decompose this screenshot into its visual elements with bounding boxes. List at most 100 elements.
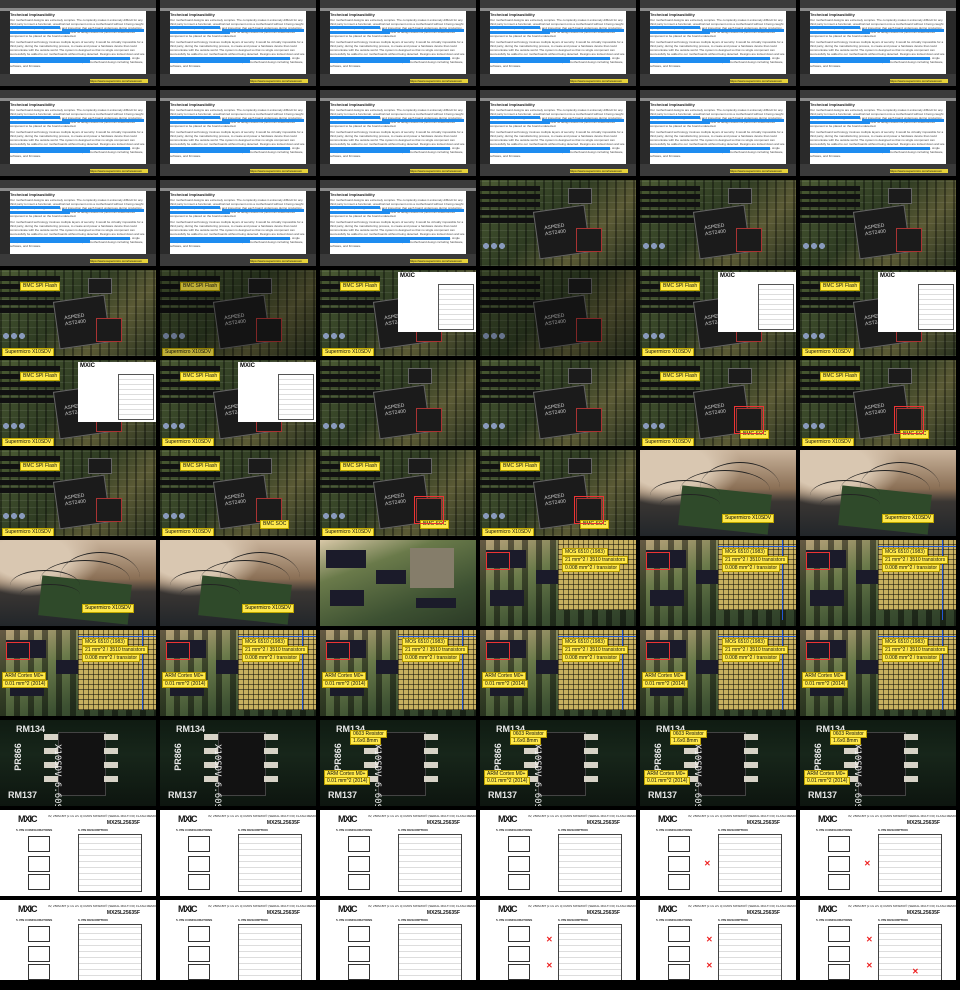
frame-thumbnail[interactable]: MXIC 3V, 256M-BIT [x 1/x 2/x 4] CMOS MXSM… xyxy=(640,810,796,896)
frame-thumbnail[interactable]: ASPEED AST2400 xyxy=(480,270,636,356)
margin-left xyxy=(320,90,330,176)
frame-thumbnail[interactable]: Technical Implausibility Our motherboard … xyxy=(480,90,636,176)
frame-thumbnail[interactable]: MOS 6510 (1983) 21 mm^2 / 3510 transistor… xyxy=(640,540,796,626)
frame-thumbnail[interactable]: Technical Implausibility Our motherboard … xyxy=(160,90,316,176)
frame-thumbnail[interactable]: ASPEED AST2400 xyxy=(800,180,956,266)
frame-thumbnail[interactable]: MXIC 3V, 256M-BIT [x 1/x 2/x 4] CMOS MXSM… xyxy=(640,900,796,980)
bmc-chip xyxy=(256,318,282,342)
frame-thumbnail[interactable]: ASPEED AST2400 xyxy=(480,360,636,446)
frame-thumbnail[interactable]: ASPEED AST2400 xyxy=(640,180,796,266)
highlighted-url: https://www.supermicro.com/newsroom xyxy=(570,169,628,173)
doc-heading: Technical Implausibility xyxy=(330,102,375,107)
vendor-label: Supermicro X10SDV xyxy=(722,514,775,523)
frame-thumbnail[interactable]: Supermicro X10SDV xyxy=(800,450,956,536)
frame-thumbnail[interactable] xyxy=(320,540,476,626)
frame-thumbnail[interactable]: Technical Implausibility Our motherboard … xyxy=(0,180,156,266)
frame-thumbnail[interactable]: Technical Implausibility Our motherboard … xyxy=(320,180,476,266)
frame-thumbnail[interactable]: MOS 6510 (1983) 21 mm^2 / 3510 transistor… xyxy=(480,540,636,626)
mos-label-3: 0.008 mm^2 / transistor xyxy=(562,564,621,572)
frame-thumbnail[interactable]: X10SDV 6.60S RM134 PR866 RM137 0603 Resistor… xyxy=(480,720,636,806)
browser-toolbar xyxy=(160,0,316,8)
margin-right xyxy=(946,90,956,176)
frame-thumbnail[interactable]: Technical Implausibility Our motherboard … xyxy=(160,180,316,266)
frame-thumbnail[interactable]: MOS 6510 (1983) 21 mm^2 / 3510 transistor… xyxy=(640,630,796,716)
mos-label-1: MOS 6510 (1983) xyxy=(722,638,768,646)
dimm-slot xyxy=(480,186,540,191)
pin-table xyxy=(238,924,302,980)
frame-thumbnail[interactable]: ASPEED AST2400 BMC SPI Flash Supermicro X1… xyxy=(320,270,476,356)
frame-thumbnail[interactable]: MXIC 3V, 256M-BIT [x 1/x 2/x 4] CMOS MXSM… xyxy=(480,900,636,980)
frame-thumbnail[interactable]: Technical Implausibility Our motherboard … xyxy=(0,90,156,176)
frame-thumbnail[interactable]: MOS 6510 (1983) 21 mm^2 / 3510 transistor… xyxy=(320,630,476,716)
frame-thumbnail[interactable]: ASPEED AST2400 xyxy=(320,360,476,446)
frame-thumbnail[interactable]: MXIC 3V, 256M-BIT [x 1/x 2/x 4] CMOS MXSM… xyxy=(0,810,156,896)
frame-thumbnail[interactable]: Technical Implausibility Our motherboard … xyxy=(640,0,796,86)
cable xyxy=(220,552,300,603)
text-selection xyxy=(330,60,410,63)
frame-thumbnail[interactable]: MXIC 3V, 256M-BIT [x 1/x 2/x 4] CMOS MXSM… xyxy=(480,810,636,896)
frame-thumbnail[interactable]: ASPEED AST2400 BMC SPI Flash BMC SOC Superm… xyxy=(480,450,636,536)
frame-thumbnail[interactable]: MOS 6510 (1983) 21 mm^2 / 3510 transistor… xyxy=(160,630,316,716)
frame-thumbnail[interactable]: Supermicro X10SDV xyxy=(640,450,796,536)
frame-thumbnail[interactable]: MXIC 3V, 256M-BIT [x 1/x 2/x 4] CMOS MXSM… xyxy=(320,900,476,980)
mos-label-1: MOS 6510 (1983) xyxy=(562,548,608,556)
frame-thumbnail[interactable]: MOS 6510 (1983) 21 mm^2 / 3510 transistor… xyxy=(800,630,956,716)
frame-thumbnail[interactable]: MXIC 3V, 256M-BIT [x 1/x 2/x 4] CMOS MXSM… xyxy=(320,810,476,896)
frame-thumbnail[interactable]: X10SDV 6.60S RM134 PR866 RM137 0603 Resistor… xyxy=(320,720,476,806)
page-footer xyxy=(320,74,476,86)
capacitors xyxy=(642,330,672,342)
package-diagram xyxy=(28,874,50,890)
frame-thumbnail[interactable]: MXIC 3V, 256M-BIT [x 1/x 2/x 4] CMOS MXSM… xyxy=(160,810,316,896)
frame-thumbnail[interactable]: ASPEED AST2400 BMC SPI Flash Supermicro X1… xyxy=(0,270,156,356)
frame-thumbnail[interactable]: MXIC 3V, 256M-BIT [x 1/x 2/x 4] CMOS MXSM… xyxy=(800,900,956,980)
frame-thumbnail[interactable]: ASPEED AST2400 BMC SPI Flash BMC SOC Superm… xyxy=(640,360,796,446)
frame-thumbnail[interactable]: ASPEED AST2400 BMC SPI Flash Supermicro X1… xyxy=(640,270,796,356)
frame-thumbnail[interactable]: Technical Implausibility Our motherboard … xyxy=(320,90,476,176)
dimm-slot xyxy=(640,398,700,403)
datasheet-title: 3V, 256M-BIT [x 1/x 2/x 4] CMOS MXSMIO® … xyxy=(848,814,956,818)
pin-description-heading: 6. PIN DESCRIPTION xyxy=(878,918,908,922)
capacitors xyxy=(322,330,352,342)
frame-thumbnail[interactable]: ASPEED AST2400 BMC SPI Flash Supermicro X1… xyxy=(160,270,316,356)
frame-thumbnail[interactable]: X10SDV 6.60S RM134 PR866 RM137 xyxy=(0,720,156,806)
soc-highlight-box xyxy=(894,406,924,434)
frame-thumbnail[interactable]: ASPEED AST2400 BMC SPI Flash Supermicro X1… xyxy=(800,270,956,356)
frame-thumbnail[interactable]: ASPEED AST2400 xyxy=(480,180,636,266)
die-highlight-box xyxy=(646,642,670,660)
frame-thumbnail[interactable]: X10SDV 6.60S RM134 PR866 RM137 xyxy=(160,720,316,806)
frame-thumbnail[interactable]: Technical Implausibility Our motherboard … xyxy=(160,0,316,86)
frame-thumbnail[interactable]: Supermicro X10SDV xyxy=(0,540,156,626)
frame-thumbnail[interactable]: MOS 6510 (1983) 21 mm^2 / 3510 transistor… xyxy=(800,540,956,626)
frame-thumbnail[interactable]: Technical Implausibility Our motherboard … xyxy=(640,90,796,176)
frame-thumbnail[interactable]: Technical Implausibility Our motherboard … xyxy=(0,0,156,86)
text-selection xyxy=(330,237,450,240)
frame-thumbnail[interactable]: MXIC 3V, 256M-BIT [x 1/x 2/x 4] CMOS MXSM… xyxy=(800,810,956,896)
browser-tabstrip xyxy=(0,188,156,191)
frame-thumbnail[interactable]: Supermicro X10SDV xyxy=(160,540,316,626)
package-diagram xyxy=(28,964,50,980)
frame-thumbnail[interactable]: ASPEED AST2400 BMC SPI Flash Supermicro X1… xyxy=(0,360,156,446)
frame-thumbnail[interactable]: MOS 6510 (1983) 21 mm^2 / 3510 transistor… xyxy=(480,630,636,716)
frame-thumbnail[interactable]: ASPEED AST2400 BMC SPI Flash Supermicro X1… xyxy=(160,360,316,446)
dimm-slot xyxy=(480,366,540,371)
frame-thumbnail[interactable]: ASPEED AST2400 BMC SPI Flash Supermicro X1… xyxy=(0,450,156,536)
frame-thumbnail[interactable]: MXIC 3V, 256M-BIT [x 1/x 2/x 4] CMOS MXSM… xyxy=(160,900,316,980)
dimm-slot xyxy=(640,292,700,297)
frame-thumbnail[interactable]: Technical Implausibility Our motherboard … xyxy=(800,90,956,176)
dimm-slot xyxy=(800,276,860,281)
frame-thumbnail[interactable]: Technical Implausibility Our motherboard … xyxy=(800,0,956,86)
frame-thumbnail[interactable]: Technical Implausibility Our motherboard … xyxy=(480,0,636,86)
frame-thumbnail[interactable]: ASPEED AST2400 BMC SPI Flash BMC SOC Superm… xyxy=(160,450,316,536)
datasheet-overlay: MXIC xyxy=(78,362,156,422)
text-selection xyxy=(10,211,70,214)
package-diagram xyxy=(508,836,530,852)
frame-thumbnail[interactable]: ASPEED AST2400 BMC SPI Flash BMC SOC Superm… xyxy=(800,360,956,446)
die-highlight-box xyxy=(806,642,830,660)
frame-thumbnail[interactable]: X10SDV 6.60S RM134 PR866 RM137 0603 Resistor… xyxy=(640,720,796,806)
frame-thumbnail[interactable]: ASPEED AST2400 BMC SPI Flash BMC SOC Superm… xyxy=(320,450,476,536)
frame-thumbnail[interactable]: Technical Implausibility Our motherboard … xyxy=(320,0,476,86)
frame-thumbnail[interactable]: MXIC 3V, 256M-BIT [x 1/x 2/x 4] CMOS MXSM… xyxy=(0,900,156,980)
frame-thumbnail[interactable]: MOS 6510 (1983) 21 mm^2 / 3510 transistor… xyxy=(0,630,156,716)
frame-thumbnail[interactable]: X10SDV 6.60S RM134 PR866 RM137 0603 Resistor… xyxy=(800,720,956,806)
soc-highlight-box xyxy=(414,496,444,524)
